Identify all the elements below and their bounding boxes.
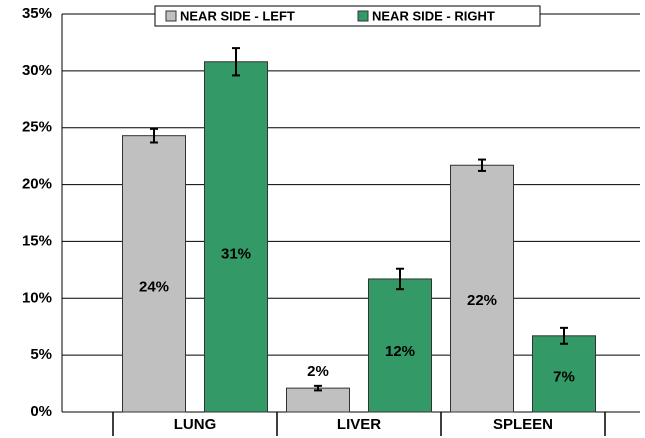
x-tick-label: LUNG xyxy=(174,416,217,433)
bar xyxy=(532,335,596,413)
bar xyxy=(368,278,432,413)
legend-box xyxy=(154,5,541,27)
bar xyxy=(286,387,350,413)
legend-swatch xyxy=(165,10,177,22)
y-tick-label: 35% xyxy=(22,5,52,22)
legend-swatch xyxy=(357,10,369,22)
value-label: 2% xyxy=(307,363,329,380)
y-tick-label: 10% xyxy=(22,289,52,306)
value-label: 22% xyxy=(467,292,497,309)
x-tick-label: SPLEEN xyxy=(493,416,553,433)
y-tick-label: 0% xyxy=(30,403,52,420)
y-tick-label: 30% xyxy=(22,62,52,79)
y-tick-label: 20% xyxy=(22,176,52,193)
y-tick-label: 5% xyxy=(30,346,52,363)
value-label: 7% xyxy=(553,369,575,386)
bar xyxy=(450,164,514,413)
bar xyxy=(122,135,186,413)
value-label: 31% xyxy=(221,245,251,262)
value-label: 24% xyxy=(139,279,169,296)
bar xyxy=(204,61,268,413)
y-tick-label: 25% xyxy=(22,119,52,136)
legend-label: NEAR SIDE - LEFT xyxy=(180,8,295,23)
x-tick-label: LIVER xyxy=(337,416,381,433)
legend-label: NEAR SIDE - RIGHT xyxy=(372,8,495,23)
y-tick-label: 15% xyxy=(22,232,52,249)
value-label: 12% xyxy=(385,343,415,360)
